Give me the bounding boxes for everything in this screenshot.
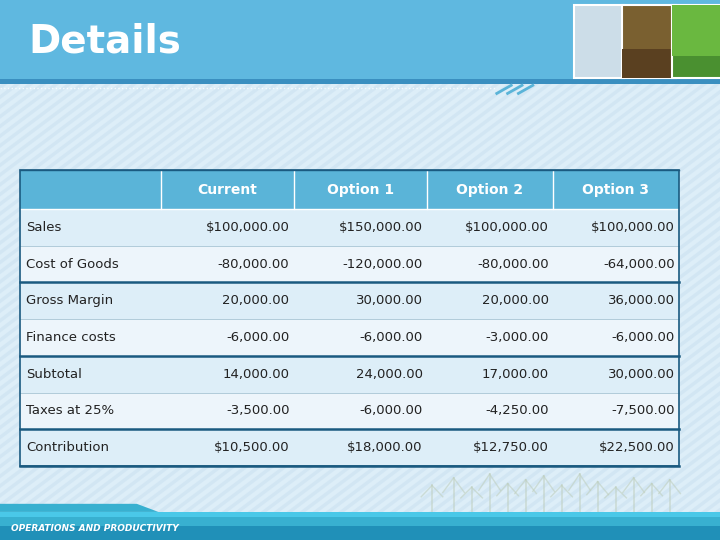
FancyBboxPatch shape — [20, 209, 679, 246]
FancyBboxPatch shape — [20, 246, 679, 282]
Text: $10,500.00: $10,500.00 — [214, 441, 289, 454]
Text: $12,750.00: $12,750.00 — [473, 441, 549, 454]
Text: Finance costs: Finance costs — [26, 331, 116, 344]
Text: OPERATIONS AND PRODUCTIVITY: OPERATIONS AND PRODUCTIVITY — [11, 524, 179, 533]
Text: 24,000.00: 24,000.00 — [356, 368, 423, 381]
Text: Option 1: Option 1 — [327, 183, 394, 197]
Text: $18,000.00: $18,000.00 — [347, 441, 423, 454]
FancyBboxPatch shape — [622, 49, 676, 78]
Text: 30,000.00: 30,000.00 — [608, 368, 675, 381]
Text: -6,000.00: -6,000.00 — [226, 331, 289, 344]
Text: -3,000.00: -3,000.00 — [485, 331, 549, 344]
FancyBboxPatch shape — [20, 429, 679, 466]
Text: -7,500.00: -7,500.00 — [611, 404, 675, 417]
Text: 30,000.00: 30,000.00 — [356, 294, 423, 307]
Text: -80,000.00: -80,000.00 — [477, 258, 549, 271]
Text: $22,500.00: $22,500.00 — [599, 441, 675, 454]
FancyBboxPatch shape — [20, 393, 679, 429]
Text: $100,000.00: $100,000.00 — [465, 221, 549, 234]
Text: Taxes at 25%: Taxes at 25% — [26, 404, 114, 417]
FancyBboxPatch shape — [0, 517, 720, 540]
Text: Option 3: Option 3 — [582, 183, 649, 197]
FancyBboxPatch shape — [574, 5, 624, 78]
Text: $150,000.00: $150,000.00 — [338, 221, 423, 234]
FancyBboxPatch shape — [0, 79, 720, 84]
Text: Option 2: Option 2 — [456, 183, 523, 197]
Text: Cost of Goods: Cost of Goods — [26, 258, 119, 271]
Text: -6,000.00: -6,000.00 — [359, 404, 423, 417]
Text: Details: Details — [29, 23, 181, 61]
Text: -3,500.00: -3,500.00 — [226, 404, 289, 417]
Text: Sales: Sales — [26, 221, 61, 234]
FancyBboxPatch shape — [20, 282, 679, 319]
FancyBboxPatch shape — [20, 170, 679, 209]
FancyBboxPatch shape — [0, 512, 720, 540]
FancyBboxPatch shape — [0, 0, 720, 84]
FancyBboxPatch shape — [672, 5, 720, 56]
Text: 17,000.00: 17,000.00 — [482, 368, 549, 381]
Text: 36,000.00: 36,000.00 — [608, 294, 675, 307]
Text: $100,000.00: $100,000.00 — [591, 221, 675, 234]
Text: Gross Margin: Gross Margin — [26, 294, 113, 307]
Text: 20,000.00: 20,000.00 — [222, 294, 289, 307]
Text: -80,000.00: -80,000.00 — [218, 258, 289, 271]
FancyBboxPatch shape — [0, 517, 720, 526]
Text: -4,250.00: -4,250.00 — [485, 404, 549, 417]
Text: 20,000.00: 20,000.00 — [482, 294, 549, 307]
Text: -6,000.00: -6,000.00 — [359, 331, 423, 344]
Text: Contribution: Contribution — [26, 441, 109, 454]
FancyBboxPatch shape — [20, 356, 679, 393]
Text: -120,000.00: -120,000.00 — [343, 258, 423, 271]
Text: $100,000.00: $100,000.00 — [206, 221, 289, 234]
FancyBboxPatch shape — [20, 319, 679, 356]
Text: 14,000.00: 14,000.00 — [222, 368, 289, 381]
FancyBboxPatch shape — [622, 5, 676, 78]
Polygon shape — [0, 504, 158, 512]
Text: -64,000.00: -64,000.00 — [603, 258, 675, 271]
FancyBboxPatch shape — [672, 5, 720, 78]
Text: -6,000.00: -6,000.00 — [611, 331, 675, 344]
Bar — [20, 170, 679, 466]
Text: Subtotal: Subtotal — [26, 368, 82, 381]
Text: Current: Current — [197, 183, 257, 197]
